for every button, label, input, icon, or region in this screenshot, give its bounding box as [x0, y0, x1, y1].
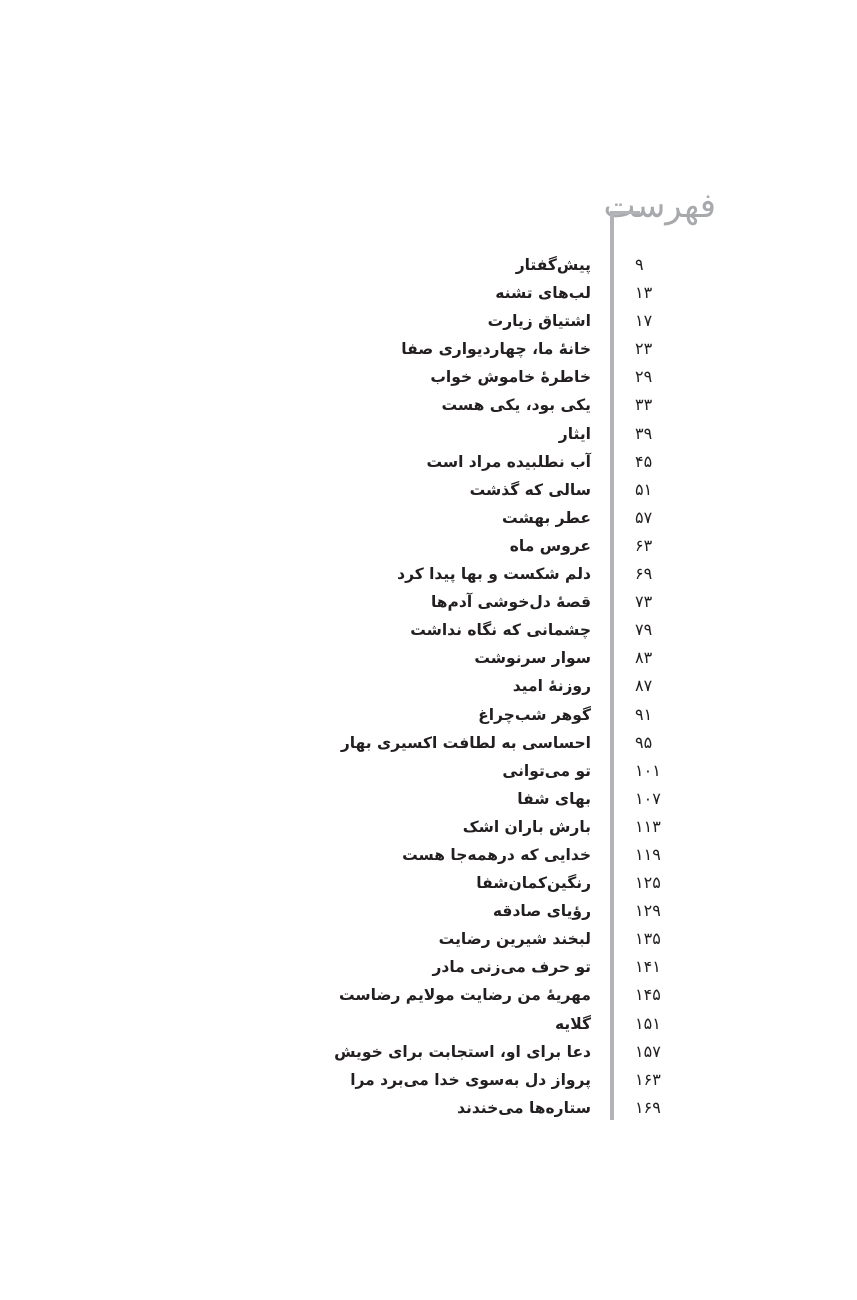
entry-title: خدایی که درهمه‌جا هست [402, 845, 591, 864]
entry-page-number: ۹۱ [635, 704, 653, 724]
entry-page-number: ۲۹ [635, 367, 653, 387]
toc-entry[interactable]: لبخند شیرین رضایت ۱۳۵ [0, 925, 857, 953]
toc-entry[interactable]: لب‌های تشنه ۱۳ [0, 279, 857, 307]
toc-entry[interactable]: پرواز دل به‌سوی خدا می‌برد مرا ۱۶۳ [0, 1066, 857, 1094]
entry-page-number: ۳۹ [635, 423, 653, 443]
heading-underline [610, 211, 640, 214]
toc-entry[interactable]: قصهٔ دل‌خوشی آدم‌ها ۷۳ [0, 588, 857, 616]
entry-title: خاطرهٔ خاموش خواب [430, 368, 591, 387]
entry-title: قصهٔ دل‌خوشی آدم‌ها [430, 593, 591, 612]
entry-title: بارش باران اشک [462, 817, 591, 836]
entry-title: روزنهٔ امید [512, 677, 591, 696]
entry-page-number: ۶۳ [635, 535, 653, 555]
entry-title: بهای شفا [517, 789, 591, 808]
entry-title: تو حرف می‌زنی مادر [432, 958, 591, 977]
toc-list: پیش‌گفتار ۹ لب‌های تشنه ۱۳ اشتیاق زیارت ۱۷ خان… [0, 251, 857, 1122]
toc-entry[interactable]: آب نطلبیده مراد است ۴۵ [0, 448, 857, 476]
toc-entry[interactable]: عروس ماه ۶۳ [0, 532, 857, 560]
toc-entry[interactable]: یکی بود، یکی هست ۳۳ [0, 391, 857, 419]
entry-title: گلایه [554, 1014, 591, 1033]
entry-title: سالی که گذشت [469, 480, 591, 499]
entry-title: تو می‌توانی [502, 761, 591, 780]
toc-entry[interactable]: سالی که گذشت ۵۱ [0, 476, 857, 504]
entry-page-number: ۱۲۵ [635, 873, 661, 893]
entry-title: اشتیاق زیارت [487, 312, 591, 331]
entry-title: سوار سرنوشت [474, 649, 591, 668]
entry-page-number: ۱۵۷ [635, 1041, 661, 1061]
entry-page-number: ۱۴۱ [635, 957, 661, 977]
entry-title: پیش‌گفتار [515, 256, 591, 274]
entry-page-number: ۲۳ [635, 339, 653, 359]
entry-page-number: ۶۹ [635, 564, 653, 584]
entry-page-number: ۳۳ [635, 395, 653, 415]
toc-entry[interactable]: روزنهٔ امید ۸۷ [0, 672, 857, 700]
entry-page-number: ۸۷ [635, 676, 653, 696]
entry-page-number: ۱۰۱ [635, 760, 661, 780]
toc-entry[interactable]: تو حرف می‌زنی مادر ۱۴۱ [0, 953, 857, 981]
entry-page-number: ۱۲۹ [635, 901, 661, 921]
toc-entry[interactable]: ستاره‌ها می‌خندند ۱۶۹ [0, 1094, 857, 1122]
toc-heading: فهرست [603, 186, 716, 226]
entry-title: یکی بود، یکی هست [441, 396, 591, 415]
entry-title: رنگین‌کمان‌شفا [476, 874, 591, 893]
toc-entry[interactable]: اشتیاق زیارت ۱۷ [0, 307, 857, 335]
toc-entry[interactable]: دلم شکست و بها پیدا کرد ۶۹ [0, 560, 857, 588]
entry-page-number: ۱۶۹ [635, 1097, 661, 1117]
entry-page-number: ۸۳ [635, 648, 653, 668]
entry-page-number: ۵۷ [635, 507, 653, 527]
entry-page-number: ۱۰۷ [635, 788, 661, 808]
entry-page-number: ۷۹ [635, 620, 653, 640]
entry-page-number: ۹۵ [635, 732, 653, 752]
entry-title: لبخند شیرین رضایت [438, 930, 591, 949]
entry-page-number: ۴۵ [635, 451, 653, 471]
entry-title: مهریهٔ من رضایت مولایم رضاست [339, 986, 591, 1005]
entry-title: خانهٔ ما، چهاردیواری صفا [401, 340, 591, 359]
toc-entry[interactable]: بارش باران اشک ۱۱۳ [0, 813, 857, 841]
toc-entry[interactable]: رنگین‌کمان‌شفا ۱۲۵ [0, 869, 857, 897]
entry-title: لب‌های تشنه [495, 284, 591, 303]
toc-entry[interactable]: گوهر شب‌چراغ ۹۱ [0, 701, 857, 729]
toc-entry[interactable]: عطر بهشت ۵۷ [0, 504, 857, 532]
entry-title: چشمانی که نگاه نداشت [410, 621, 591, 640]
entry-title: عطر بهشت [502, 508, 591, 527]
entry-page-number: ۷۳ [635, 592, 653, 612]
entry-title: احساسی به لطافت اکسیری بهار [340, 733, 591, 752]
entry-title: آب نطلبیده مراد است [426, 452, 591, 471]
toc-entry[interactable]: رؤیای صادقه ۱۲۹ [0, 897, 857, 925]
entry-page-number: ۱۱۳ [635, 816, 661, 836]
toc-entry[interactable]: چشمانی که نگاه نداشت ۷۹ [0, 616, 857, 644]
entry-page-number: ۱۳۵ [635, 929, 661, 949]
entry-title: رؤیای صادقه [492, 902, 591, 921]
toc-entry[interactable]: خاطرهٔ خاموش خواب ۲۹ [0, 363, 857, 391]
toc-entry[interactable]: احساسی به لطافت اکسیری بهار ۹۵ [0, 729, 857, 757]
entry-page-number: ۱۳ [635, 283, 653, 303]
toc-entry[interactable]: بهای شفا ۱۰۷ [0, 785, 857, 813]
entry-page-number: ۱۴۵ [635, 985, 661, 1005]
entry-page-number: ۱۷ [635, 311, 653, 331]
entry-page-number: ۵۱ [635, 479, 653, 499]
toc-entry[interactable]: دعا برای او، استجابت برای خویش ۱۵۷ [0, 1038, 857, 1066]
entry-title: پرواز دل به‌سوی خدا می‌برد مرا [350, 1070, 591, 1089]
entry-title: ستاره‌ها می‌خندند [457, 1098, 591, 1117]
toc-entry[interactable]: تو می‌توانی ۱۰۱ [0, 757, 857, 785]
entry-title: عروس ماه [509, 536, 591, 555]
vertical-divider [610, 211, 614, 1120]
toc-entry[interactable]: سوار سرنوشت ۸۳ [0, 644, 857, 672]
toc-entry[interactable]: پیش‌گفتار ۹ [0, 251, 857, 279]
toc-entry[interactable]: مهریهٔ من رضایت مولایم رضاست ۱۴۵ [0, 981, 857, 1009]
entry-title: دعا برای او، استجابت برای خویش [334, 1042, 591, 1061]
entry-page-number: ۱۵۱ [635, 1013, 661, 1033]
entry-title: گوهر شب‌چراغ [478, 705, 591, 724]
entry-page-number: ۱۱۹ [635, 844, 661, 864]
toc-entry[interactable]: خدایی که درهمه‌جا هست ۱۱۹ [0, 841, 857, 869]
entry-page-number: ۱۶۳ [635, 1069, 661, 1089]
entry-page-number: ۹ [635, 255, 644, 274]
entry-title: ایثار [558, 424, 591, 443]
toc-entry[interactable]: ایثار ۳۹ [0, 420, 857, 448]
toc-entry[interactable]: خانهٔ ما، چهاردیواری صفا ۲۳ [0, 335, 857, 363]
entry-title: دلم شکست و بها پیدا کرد [397, 565, 591, 584]
toc-entry[interactable]: گلایه ۱۵۱ [0, 1010, 857, 1038]
